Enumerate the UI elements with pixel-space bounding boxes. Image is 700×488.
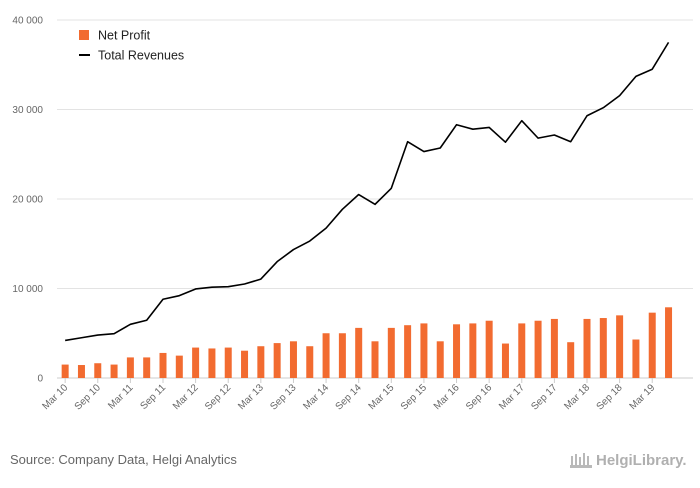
x-tick-label: Sep 13 (268, 382, 298, 412)
x-tick-label: Sep 12 (203, 382, 233, 412)
net-profit-bar (420, 323, 428, 378)
x-tick-label: Sep 18 (595, 382, 625, 412)
library-icon (570, 453, 592, 468)
net-profit-bar (485, 320, 493, 378)
x-tick-label: Mar 12 (171, 382, 201, 412)
x-tick-label: Mar 11 (106, 382, 136, 412)
x-tick-label: Mar 13 (236, 382, 266, 412)
net-profit-bar (77, 365, 85, 378)
net-profit-bar (469, 323, 477, 378)
net-profit-bar (583, 318, 591, 378)
total-revenues-line (65, 41, 670, 342)
net-profit-bar (371, 341, 379, 378)
x-tick-label: Mar 19 (628, 382, 658, 412)
legend-label-net-profit: Net Profit (98, 29, 151, 43)
x-tick-label: Sep 16 (464, 382, 494, 412)
net-profit-bar (94, 363, 102, 378)
legend-swatch-net-profit (79, 30, 89, 40)
net-profit-bar (306, 346, 314, 378)
brand-name: HelgiLibrary. (596, 452, 687, 469)
net-profit-bar (632, 339, 640, 378)
net-profit-bar (126, 357, 134, 378)
net-profit-bar (224, 347, 232, 378)
legend-label-total-revenues: Total Revenues (98, 49, 184, 63)
x-tick-label: Sep 14 (334, 382, 364, 412)
net-profit-bar (159, 352, 167, 378)
net-profit-bar (567, 342, 575, 378)
net-profit-bar (110, 364, 118, 378)
y-tick-label: 40 000 (12, 16, 43, 27)
net-profit-bar (534, 320, 542, 378)
net-profit-bar (273, 343, 281, 378)
x-tick-label: Mar 17 (497, 382, 527, 412)
net-profit-bar (192, 347, 200, 378)
net-profit-bar (550, 318, 558, 378)
x-tick-label: Mar 15 (367, 382, 397, 412)
y-tick-label: 30 000 (12, 105, 43, 116)
net-profit-bar (257, 346, 265, 378)
net-profit-bar (616, 315, 624, 378)
net-profit-bar (175, 355, 183, 378)
net-profit-bar (665, 307, 673, 378)
y-tick-label: 20 000 (12, 195, 43, 206)
x-tick-label: Mar 18 (562, 382, 592, 412)
net-profit-bar (518, 323, 526, 378)
net-profit-bar (648, 312, 656, 378)
y-tick-label: 10 000 (12, 284, 43, 295)
net-profit-bar (404, 325, 412, 378)
net-profit-bar (355, 327, 363, 378)
x-tick-label: Mar 16 (432, 382, 462, 412)
x-tick-label: Mar 14 (301, 382, 331, 412)
net-profit-bar (241, 350, 249, 378)
net-profit-bar (436, 341, 444, 378)
x-tick-label: Sep 11 (138, 382, 168, 412)
x-tick-label: Mar 10 (40, 382, 70, 412)
net-profit-bar (501, 343, 509, 378)
net-profit-bar (599, 318, 607, 378)
net-profit-bar (289, 341, 297, 378)
x-tick-label: Sep 10 (73, 382, 103, 412)
net-profit-bar (387, 327, 395, 378)
net-profit-bar (453, 324, 461, 378)
net-profit-bar (61, 364, 69, 378)
y-tick-label: 0 (37, 374, 43, 385)
x-tick-label: Sep 15 (399, 382, 429, 412)
x-tick-label: Sep 17 (529, 382, 559, 412)
net-profit-bar (338, 333, 346, 378)
net-profit-bar (143, 357, 151, 378)
source-note: Source: Company Data, Helgi Analytics (10, 452, 237, 467)
helgi-library-logo: HelgiLibrary. (568, 448, 694, 472)
net-profit-bar (208, 348, 216, 378)
net-profit-bar (322, 333, 330, 378)
